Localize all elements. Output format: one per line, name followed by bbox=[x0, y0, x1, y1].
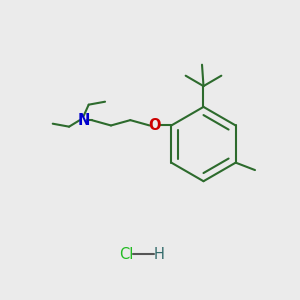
Text: Cl: Cl bbox=[119, 247, 134, 262]
Text: H: H bbox=[154, 247, 164, 262]
Text: N: N bbox=[77, 112, 89, 128]
Text: O: O bbox=[149, 118, 161, 133]
